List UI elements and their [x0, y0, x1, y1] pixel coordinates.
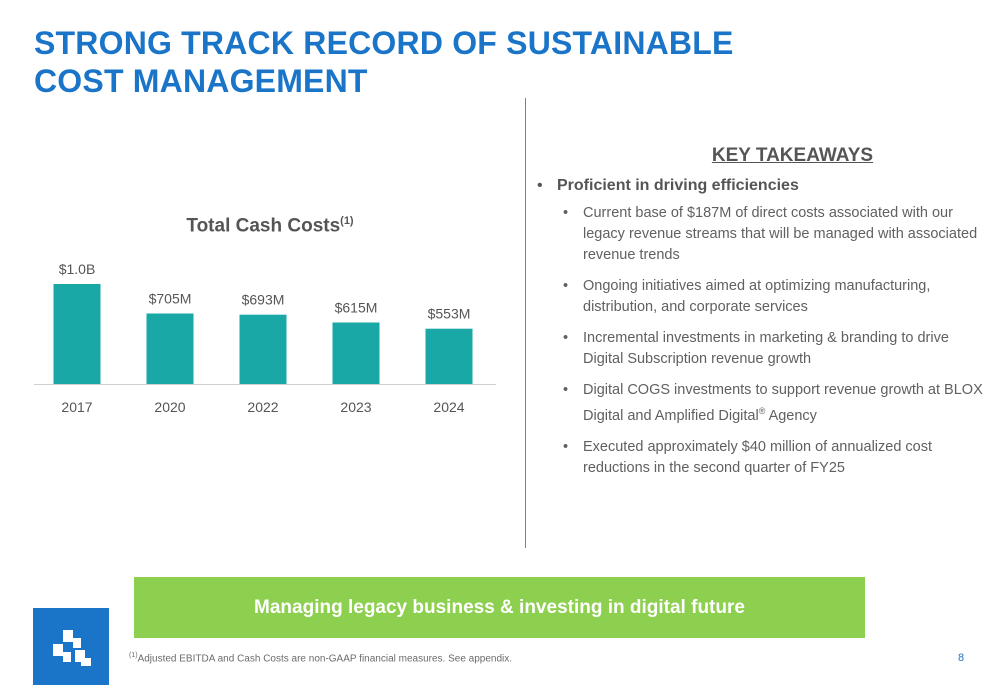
footnote-mark: (1) [129, 652, 138, 659]
cash-costs-chart: Total Cash Costs(1) $1.0B 2017 $705M 2020 $6… [30, 205, 510, 425]
bar-chart-svg: $1.0B 2017 $705M 2020 $693M 2022 $615M 2023 $553… [34, 261, 496, 415]
bar-2020 [146, 313, 194, 384]
value-label-2017: $1.0B [59, 261, 96, 277]
value-label-2022: $693M [242, 292, 285, 308]
value-label-2020: $705M [149, 291, 192, 307]
title-line-1: STRONG TRACK RECORD OF SUSTAINABLE [34, 25, 734, 61]
category-label-2022: 2022 [247, 399, 278, 415]
chart-title-footnote-mark: (1) [340, 215, 354, 227]
category-label-2020: 2020 [154, 399, 185, 415]
value-label-2023: $615M [335, 300, 378, 316]
takeaway-item: Digital COGS investments to support reve… [535, 380, 990, 427]
bar-2022 [239, 314, 287, 384]
category-label-2023: 2023 [340, 399, 371, 415]
main-bullet: Proficient in driving efficiencies [535, 177, 990, 195]
takeaway-item: Ongoing initiatives aimed at optimizing … [535, 276, 990, 318]
company-logo-icon [33, 608, 109, 685]
category-label-2024: 2024 [433, 399, 464, 415]
bar-2024 [425, 328, 473, 384]
takeaway-item: Executed approximately $40 million of an… [535, 437, 990, 479]
banner-text: Managing legacy business & investing in … [254, 596, 745, 618]
page-number: 8 [958, 652, 965, 664]
takeaway-item: Current base of $187M of direct costs as… [535, 203, 990, 266]
footnote-text: Adjusted EBITDA and Cash Costs are non-G… [137, 653, 513, 665]
category-label-2017: 2017 [61, 399, 92, 415]
takeaway-list: Current base of $187M of direct costs as… [535, 203, 990, 479]
footnote: (1)Adjusted EBITDA and Cash Costs are no… [129, 652, 512, 664]
bar-2023 [332, 322, 380, 384]
chart-title-text: Total Cash Costs [186, 215, 341, 237]
page-title: STRONG TRACK RECORD OF SUSTAINABLE COST … [34, 24, 734, 100]
key-takeaways-heading: KEY TAKEAWAYS [711, 145, 874, 166]
chart-title: Total Cash Costs(1) [30, 215, 510, 237]
value-label-2024: $553M [428, 306, 471, 322]
key-takeaways-panel: KEY TAKEAWAYS Proficient in driving effi… [535, 145, 990, 489]
bottom-banner: Managing legacy business & investing in … [134, 577, 865, 638]
takeaway-item: Incremental investments in marketing & b… [535, 328, 990, 370]
vertical-divider [525, 98, 526, 548]
title-line-2: COST MANAGEMENT [34, 63, 368, 99]
logo-mark [53, 630, 91, 666]
bar-2017 [53, 284, 101, 384]
